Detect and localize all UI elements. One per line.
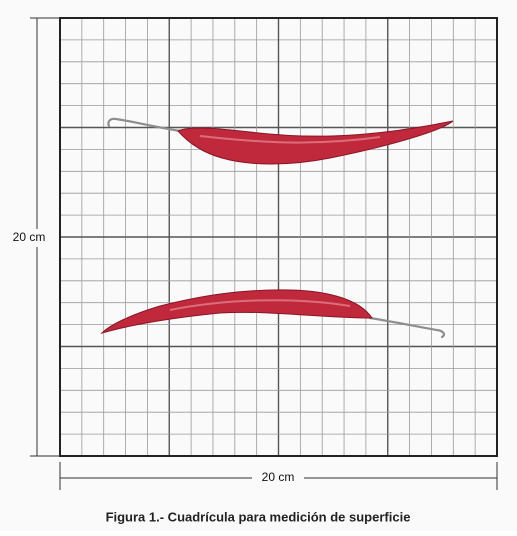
height-label: 20 cm xyxy=(13,230,46,244)
grid xyxy=(59,17,498,457)
grid-frame xyxy=(59,17,498,457)
width-dimension: 20 cm xyxy=(59,462,498,490)
width-label: 20 cm xyxy=(262,470,295,484)
caption: Figura 1.- Cuadrícula para medición de s… xyxy=(106,509,411,524)
height-dimension: 20 cm xyxy=(4,17,60,457)
chili-top xyxy=(107,117,454,165)
chili-bottom xyxy=(100,289,446,339)
